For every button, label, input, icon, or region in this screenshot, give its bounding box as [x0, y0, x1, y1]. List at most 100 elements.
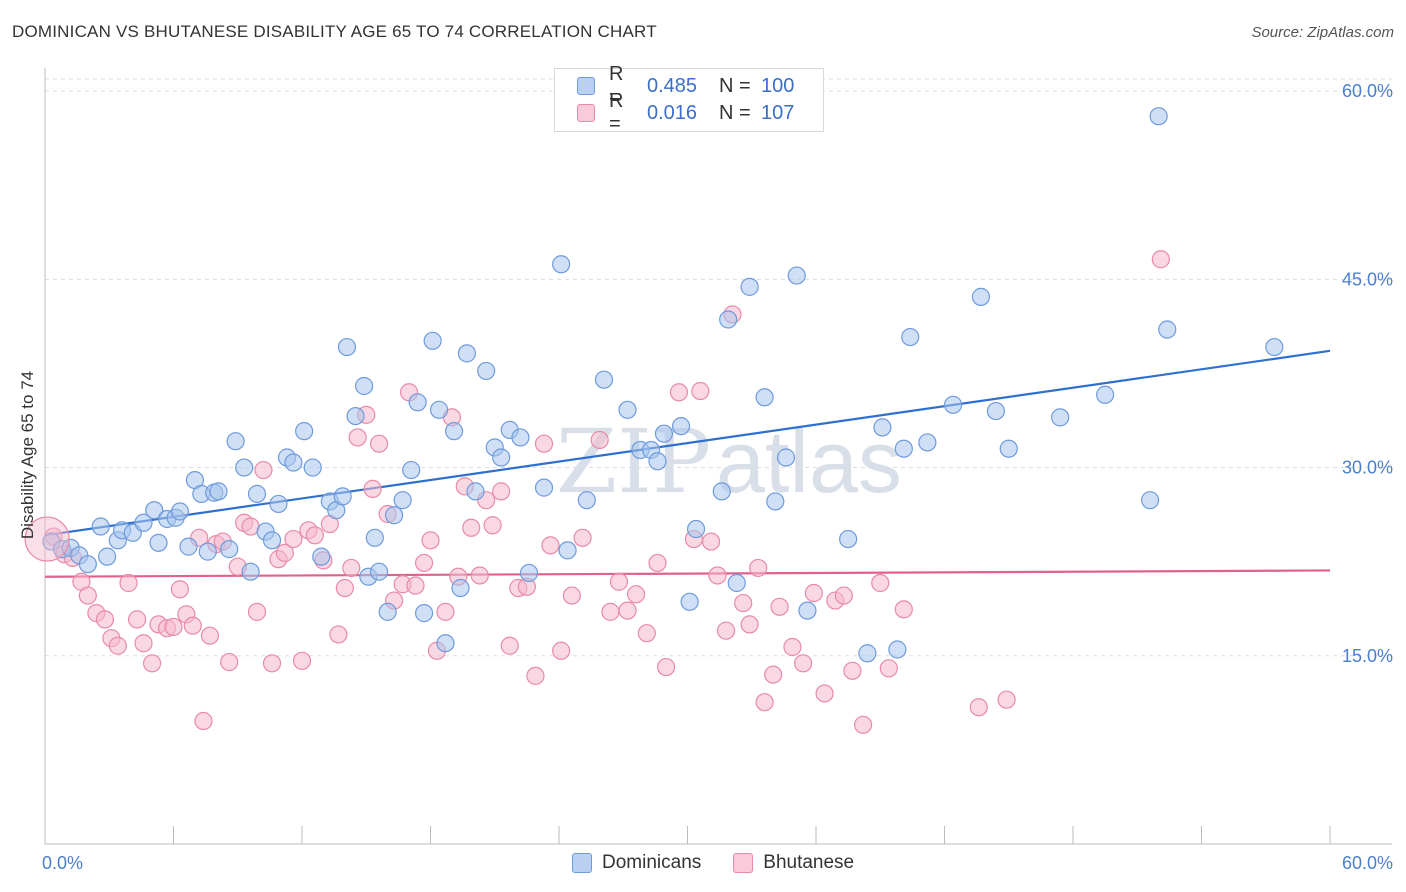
bhutanese-point — [142, 654, 162, 673]
bhutanese-point — [78, 586, 97, 605]
data-points — [24, 107, 1284, 734]
dominicans-point — [654, 424, 674, 443]
dominicans-point — [999, 439, 1018, 458]
bhutanese-point — [262, 654, 282, 673]
dominicans-point — [971, 287, 991, 306]
dominicans-point — [226, 432, 245, 451]
dominicans-point — [346, 407, 365, 426]
bhutanese-point — [305, 526, 324, 545]
dominicans-point — [91, 517, 110, 536]
watermark: ZIP atlas — [556, 410, 902, 513]
legend-label: Bhutanese — [763, 852, 855, 873]
dominicans-point — [451, 578, 470, 598]
dominicans-point — [134, 513, 153, 532]
bhutanese-point — [134, 634, 153, 653]
bhutanese-point — [24, 516, 70, 562]
trend-lines — [44, 349, 1331, 578]
bhutanese-point — [95, 610, 115, 629]
dominicans-point — [402, 460, 421, 480]
bhutanese-point — [348, 428, 367, 447]
bhutanese-point — [609, 572, 629, 591]
r-value: 0.016 — [647, 101, 698, 124]
dominicans-point — [839, 529, 858, 549]
bhutanese-point — [669, 383, 689, 402]
dominicans-point — [577, 491, 596, 510]
bhutanese-point — [879, 659, 898, 678]
bhutanese-point — [541, 536, 560, 555]
chart-title: DOMINICAN VS BHUTANESE DISABILITY AGE 65… — [12, 22, 657, 41]
legend-item-bhutanese: Bhutanese — [733, 852, 854, 874]
dominicans-point — [671, 417, 691, 436]
dominicans-point — [247, 484, 267, 503]
bhutanese-point — [997, 690, 1016, 709]
dominicans-point — [680, 592, 699, 611]
dominicans-point — [986, 401, 1006, 421]
dominicans-point — [444, 422, 464, 441]
dominicans-point — [492, 448, 511, 467]
bhutanese-point — [749, 558, 768, 578]
bhutanese-point — [716, 621, 736, 640]
bhutanese-point — [534, 434, 554, 453]
source-label: Source: ZipAtlas.com — [1251, 24, 1394, 41]
dominicans-point — [149, 533, 168, 552]
x-tick-label: 60.0% — [1342, 853, 1393, 873]
dominicans-point — [787, 266, 806, 285]
bhutanese-point — [618, 601, 637, 620]
dominicans-point — [1158, 320, 1177, 339]
watermark-atlas: atlas — [716, 412, 902, 511]
dominicans-trend-line — [44, 349, 1331, 537]
y-tick-label: 15.0% — [1342, 646, 1393, 666]
bhutanese-point — [170, 580, 190, 599]
dominicans-point — [423, 331, 442, 350]
legend-label: Dominicans — [602, 852, 702, 873]
dominicans-legend-swatch — [572, 853, 592, 873]
bhutanese-point — [363, 479, 382, 498]
dominicans-point — [466, 482, 485, 501]
dominicans-point — [384, 506, 404, 525]
dominicans-point — [727, 573, 746, 593]
bhutanese-point — [871, 573, 890, 593]
bhutanese-point — [406, 576, 425, 595]
dominicans-point — [594, 370, 614, 389]
dominicans-point — [712, 482, 731, 501]
bhutanese-point — [254, 460, 273, 480]
dominicans-point — [98, 547, 117, 566]
n-value: 100 — [761, 74, 795, 97]
bhutanese-point — [470, 566, 489, 585]
bhutanese-point — [734, 593, 753, 613]
bhutanese-point — [552, 641, 571, 660]
dominicans-point — [220, 540, 239, 559]
y-tick-label: 45.0% — [1342, 269, 1393, 289]
dominicans-point — [312, 547, 331, 566]
bhutanese-point — [492, 482, 511, 501]
dominicans-point — [648, 452, 667, 471]
bhutanese-point — [414, 553, 434, 573]
bhutanese-point — [626, 585, 646, 604]
dominicans-point — [740, 277, 759, 296]
bhutanese-point — [783, 637, 802, 657]
bhutanese-point — [656, 657, 676, 677]
dominicans-point — [618, 400, 637, 419]
bhutanese-point — [220, 652, 239, 672]
bhutanese-point — [755, 693, 774, 712]
dominicans-point — [858, 644, 877, 663]
bhutanese-point — [164, 617, 183, 637]
bhutanese-point — [834, 586, 853, 605]
r-label: R = — [609, 90, 624, 135]
bhutanese-point — [275, 543, 294, 562]
dominicans-point — [552, 255, 571, 274]
axes — [44, 68, 1392, 845]
x-tick-label: 0.0% — [42, 853, 83, 873]
dominicans-point — [766, 492, 785, 511]
bhutanese-point — [108, 636, 127, 655]
r-label: R = — [609, 63, 624, 108]
bhutanese-point — [794, 654, 813, 673]
bhutanese-point — [701, 532, 721, 551]
dominicans-point — [873, 418, 892, 437]
axis-labels: 15.0% 30.0% 45.0% 60.0% 0.0% 60.0% Disability … — [18, 81, 1393, 873]
dominicans-point — [894, 439, 913, 458]
bhutanese-point — [637, 624, 656, 643]
bhutanese-point — [119, 573, 138, 593]
dominicans-point — [303, 458, 322, 477]
